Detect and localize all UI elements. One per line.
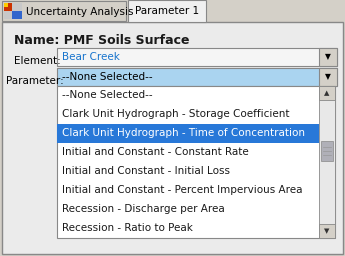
Bar (4, 3, 22, 19)
Bar (2, 1, 126, 21)
Bar (319, 68, 337, 86)
Text: --None Selected--: --None Selected-- (62, 72, 152, 82)
Bar (321, 141, 333, 161)
Bar (0, 0, 345, 22)
Bar (4, 3, 8, 7)
Text: Initial and Constant - Constant Rate: Initial and Constant - Constant Rate (62, 147, 249, 157)
Bar (57, 68, 337, 86)
Bar (128, 0, 206, 22)
Bar (319, 48, 337, 66)
Bar (319, 224, 335, 238)
Text: Name: PMF Soils Surface: Name: PMF Soils Surface (14, 34, 189, 47)
Bar (319, 86, 335, 100)
Text: ▼: ▼ (324, 228, 330, 234)
Text: Uncertainty Analysis: Uncertainty Analysis (26, 7, 134, 17)
Text: Initial and Constant - Initial Loss: Initial and Constant - Initial Loss (62, 166, 230, 176)
Text: Recession - Discharge per Area: Recession - Discharge per Area (62, 204, 225, 214)
Text: Initial and Constant - Percent Impervious Area: Initial and Constant - Percent Imperviou… (62, 185, 303, 195)
Text: --None Selected--: --None Selected-- (62, 90, 152, 100)
Text: Clark Unit Hydrograph - Storage Coefficient: Clark Unit Hydrograph - Storage Coeffici… (62, 109, 289, 119)
Text: ▼: ▼ (325, 72, 331, 81)
Text: Recession - Ratio to Peak: Recession - Ratio to Peak (62, 223, 193, 233)
Bar (4, 3, 12, 11)
Text: ▲: ▲ (324, 90, 330, 96)
Bar (57, 48, 337, 66)
Bar (319, 86, 335, 238)
Text: Parameter 1: Parameter 1 (135, 6, 199, 16)
Bar (57, 86, 335, 238)
Bar (12, 11, 22, 19)
Text: Element:: Element: (14, 56, 61, 66)
Text: Bear Creek: Bear Creek (62, 52, 120, 62)
Text: Clark Unit Hydrograph - Time of Concentration: Clark Unit Hydrograph - Time of Concentr… (62, 128, 305, 138)
Bar (57, 124, 319, 143)
Text: ▼: ▼ (325, 52, 331, 61)
Text: Parameter:: Parameter: (6, 76, 64, 86)
